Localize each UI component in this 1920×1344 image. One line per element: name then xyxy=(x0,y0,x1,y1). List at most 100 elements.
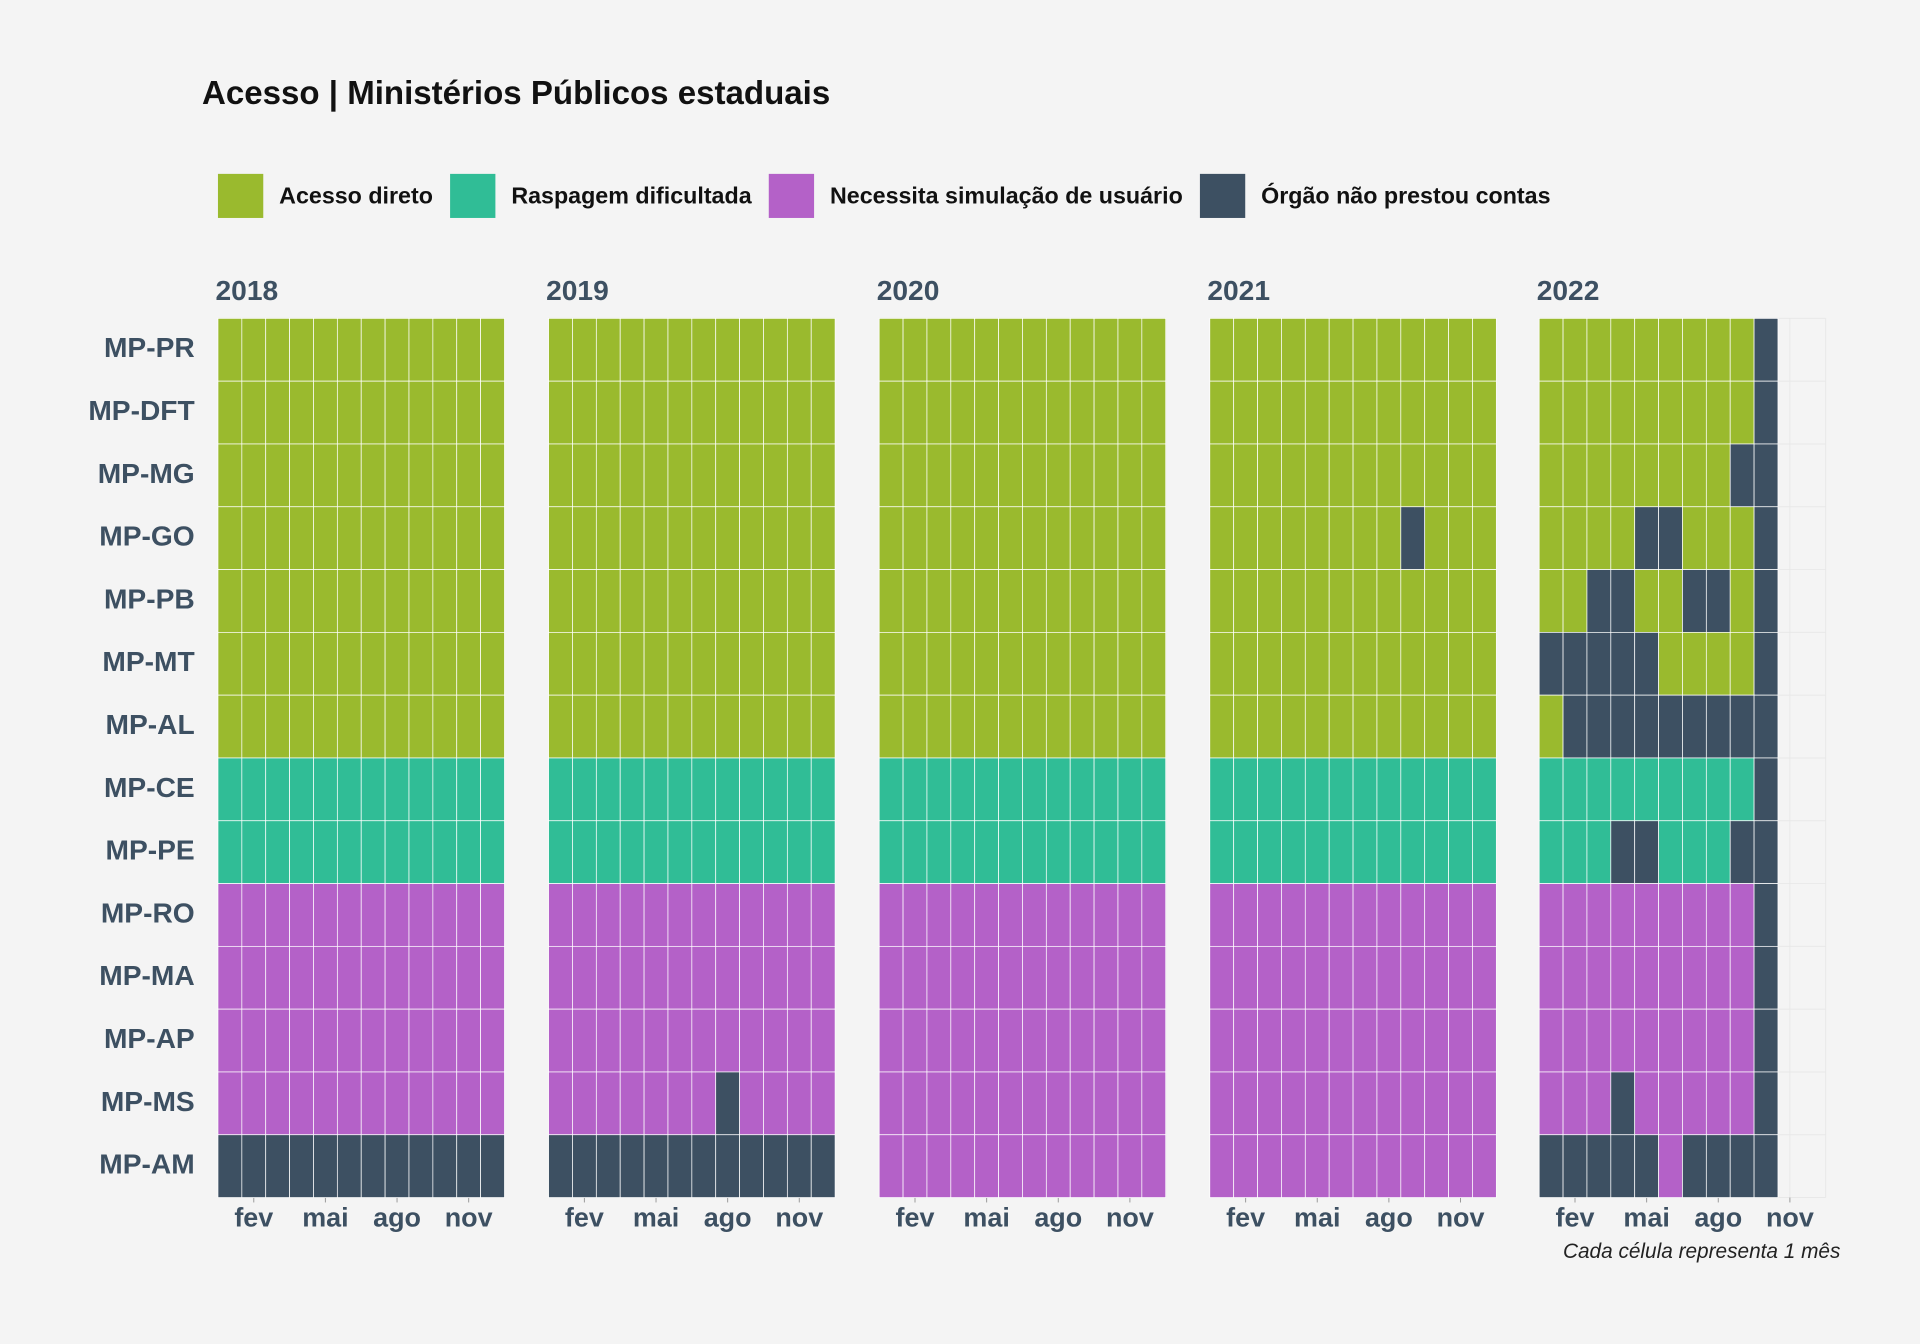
cell xyxy=(265,820,290,884)
cell xyxy=(595,506,621,570)
cell xyxy=(408,820,434,884)
cell xyxy=(667,506,693,570)
cell xyxy=(384,945,410,1010)
cell xyxy=(1045,945,1071,1010)
row-label: MP-AP xyxy=(104,1023,195,1054)
cell xyxy=(763,820,788,884)
cell xyxy=(1753,945,1779,1010)
cell xyxy=(1281,883,1306,947)
cell xyxy=(432,443,458,508)
cell xyxy=(902,820,928,884)
cell xyxy=(1448,380,1473,445)
x-tick-label: mai xyxy=(963,1203,1009,1233)
cell xyxy=(360,380,386,445)
cell xyxy=(810,1134,836,1198)
cell xyxy=(1376,506,1402,570)
cell xyxy=(998,631,1023,696)
cell xyxy=(1141,443,1167,508)
cell xyxy=(1753,883,1779,947)
cell xyxy=(1729,443,1755,508)
cell xyxy=(1376,1008,1402,1073)
cell xyxy=(360,1071,386,1136)
cell xyxy=(786,443,812,508)
cell xyxy=(786,757,812,822)
cell xyxy=(667,631,693,696)
cell xyxy=(360,945,386,1010)
cell xyxy=(360,1134,386,1198)
cell xyxy=(217,443,243,508)
cell xyxy=(950,631,976,696)
cell xyxy=(360,443,386,508)
cell xyxy=(1328,380,1354,445)
cell xyxy=(384,1134,410,1198)
cell xyxy=(456,694,481,759)
cell xyxy=(1233,1071,1258,1136)
cell xyxy=(408,506,434,570)
cell xyxy=(1352,506,1378,570)
cell xyxy=(1376,631,1402,696)
cell xyxy=(360,883,386,947)
cell xyxy=(1069,631,1095,696)
cell xyxy=(1281,631,1306,696)
cell xyxy=(1045,1134,1071,1198)
cell xyxy=(1610,1008,1636,1073)
cell xyxy=(619,318,645,382)
cell xyxy=(384,631,410,696)
cell xyxy=(1093,1008,1119,1073)
cell xyxy=(974,380,999,445)
legend-label: Acesso direto xyxy=(279,182,433,208)
cell xyxy=(1069,757,1095,822)
cell xyxy=(715,1071,740,1136)
cell xyxy=(786,1134,812,1198)
cell xyxy=(619,757,645,822)
cell xyxy=(691,1008,717,1073)
cell xyxy=(810,945,836,1010)
cell xyxy=(1376,757,1402,822)
cell xyxy=(313,694,338,759)
cell xyxy=(1424,631,1449,696)
cell xyxy=(480,820,505,884)
cell xyxy=(1562,1071,1588,1136)
cell xyxy=(1233,443,1258,508)
cell xyxy=(313,380,338,445)
cell xyxy=(1586,757,1612,822)
cell xyxy=(1658,631,1683,696)
cell xyxy=(241,569,267,633)
cell xyxy=(1376,318,1402,382)
cell xyxy=(384,694,410,759)
cell xyxy=(1538,945,1564,1010)
cell xyxy=(1753,318,1779,382)
cell xyxy=(1281,1071,1306,1136)
cell xyxy=(1634,757,1659,822)
cell xyxy=(1328,443,1354,508)
cell xyxy=(619,443,645,508)
cell xyxy=(715,443,740,508)
cell xyxy=(432,694,458,759)
facet-label: 2020 xyxy=(877,275,940,306)
cell xyxy=(1424,945,1449,1010)
cell xyxy=(360,1008,386,1073)
cell xyxy=(926,631,952,696)
cell xyxy=(432,380,458,445)
row-label: MP-GO xyxy=(99,521,194,552)
cell xyxy=(1538,1134,1564,1198)
cell xyxy=(1705,443,1731,508)
cell xyxy=(1400,1008,1426,1073)
cell xyxy=(1658,1071,1683,1136)
cell xyxy=(691,945,717,1010)
cell xyxy=(1729,318,1755,382)
cell xyxy=(1682,883,1707,947)
cell xyxy=(786,945,812,1010)
cell xyxy=(1328,569,1354,633)
cell xyxy=(1729,820,1755,884)
cell xyxy=(1729,883,1755,947)
cell xyxy=(926,1008,952,1073)
cell xyxy=(878,569,904,633)
cell xyxy=(241,631,267,696)
cell xyxy=(336,443,362,508)
cell xyxy=(313,1008,338,1073)
cell xyxy=(1538,694,1564,759)
x-tick-label: nov xyxy=(1766,1203,1814,1233)
cell xyxy=(384,757,410,822)
cell xyxy=(572,694,597,759)
